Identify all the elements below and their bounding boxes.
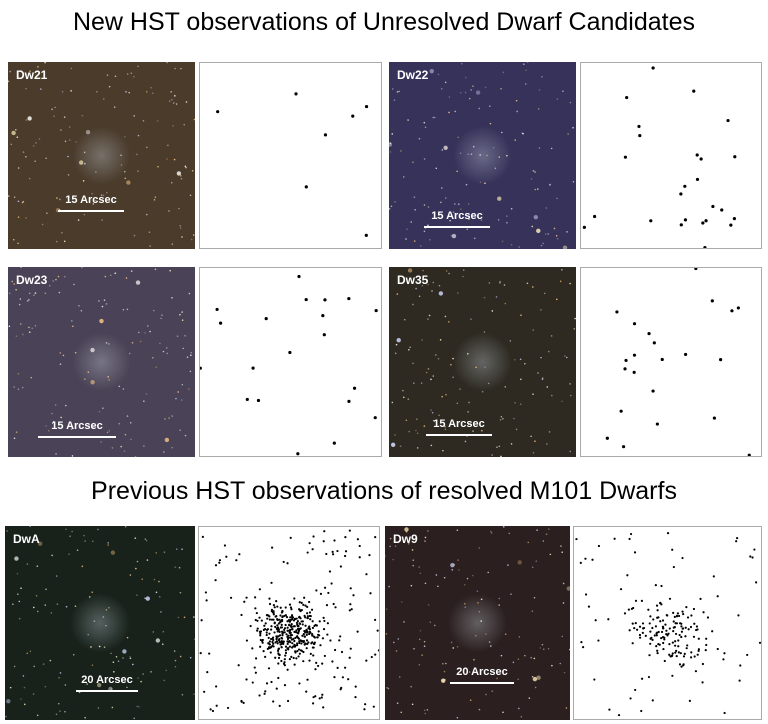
galaxy-image: Dw35 15 Arcsec bbox=[389, 267, 576, 457]
star-map bbox=[198, 267, 382, 457]
star-map bbox=[199, 62, 382, 249]
star-dots bbox=[575, 531, 762, 717]
panel-label: Dw35 bbox=[397, 273, 429, 287]
panel-label: Dw21 bbox=[16, 68, 48, 82]
scale-label: 15 Arcsec bbox=[51, 420, 103, 432]
scale-bar bbox=[76, 690, 138, 692]
galaxy-image: Dw21 15 Arcsec bbox=[8, 62, 195, 249]
star-dots bbox=[582, 66, 737, 250]
star-dots bbox=[199, 529, 381, 713]
image-noise bbox=[385, 526, 570, 719]
image-noise bbox=[8, 267, 193, 457]
panel-label: DwA bbox=[13, 532, 40, 546]
star-map bbox=[198, 526, 381, 720]
scale-label: 20 Arcsec bbox=[456, 666, 508, 678]
galaxy-image: Dw22 15 Arcsec bbox=[389, 62, 576, 249]
star-dots bbox=[605, 266, 751, 457]
panel-label: Dw9 bbox=[393, 532, 418, 546]
scale-bar bbox=[38, 436, 116, 438]
star-dots bbox=[216, 92, 369, 237]
scale-bar bbox=[58, 210, 124, 212]
panel-label: Dw22 bbox=[397, 68, 429, 82]
image-noise bbox=[389, 62, 575, 249]
scale-label: 15 Arcsec bbox=[431, 210, 483, 222]
scale-bar bbox=[426, 434, 492, 436]
scale-bar bbox=[424, 226, 490, 228]
galaxy-image: Dw23 15 Arcsec bbox=[8, 267, 195, 457]
scale-bar bbox=[450, 682, 514, 684]
star-map bbox=[580, 266, 762, 457]
section-title: Previous HST observations of resolved M1… bbox=[91, 477, 677, 505]
scale-label: 20 Arcsec bbox=[81, 674, 133, 686]
panel-label: Dw23 bbox=[16, 273, 48, 287]
scale-label: 15 Arcsec bbox=[65, 194, 117, 206]
scale-label: 15 Arcsec bbox=[433, 418, 485, 430]
image-noise bbox=[8, 62, 195, 247]
galaxy-image: DwA 20 Arcsec bbox=[5, 526, 195, 720]
image-noise bbox=[390, 268, 576, 457]
star-map bbox=[573, 526, 762, 720]
star-dots bbox=[198, 274, 378, 456]
section-title: New HST observations of Unresolved Dwarf… bbox=[72, 8, 696, 36]
galaxy-image: Dw9 20 Arcsec bbox=[385, 526, 570, 720]
star-map bbox=[580, 62, 762, 250]
